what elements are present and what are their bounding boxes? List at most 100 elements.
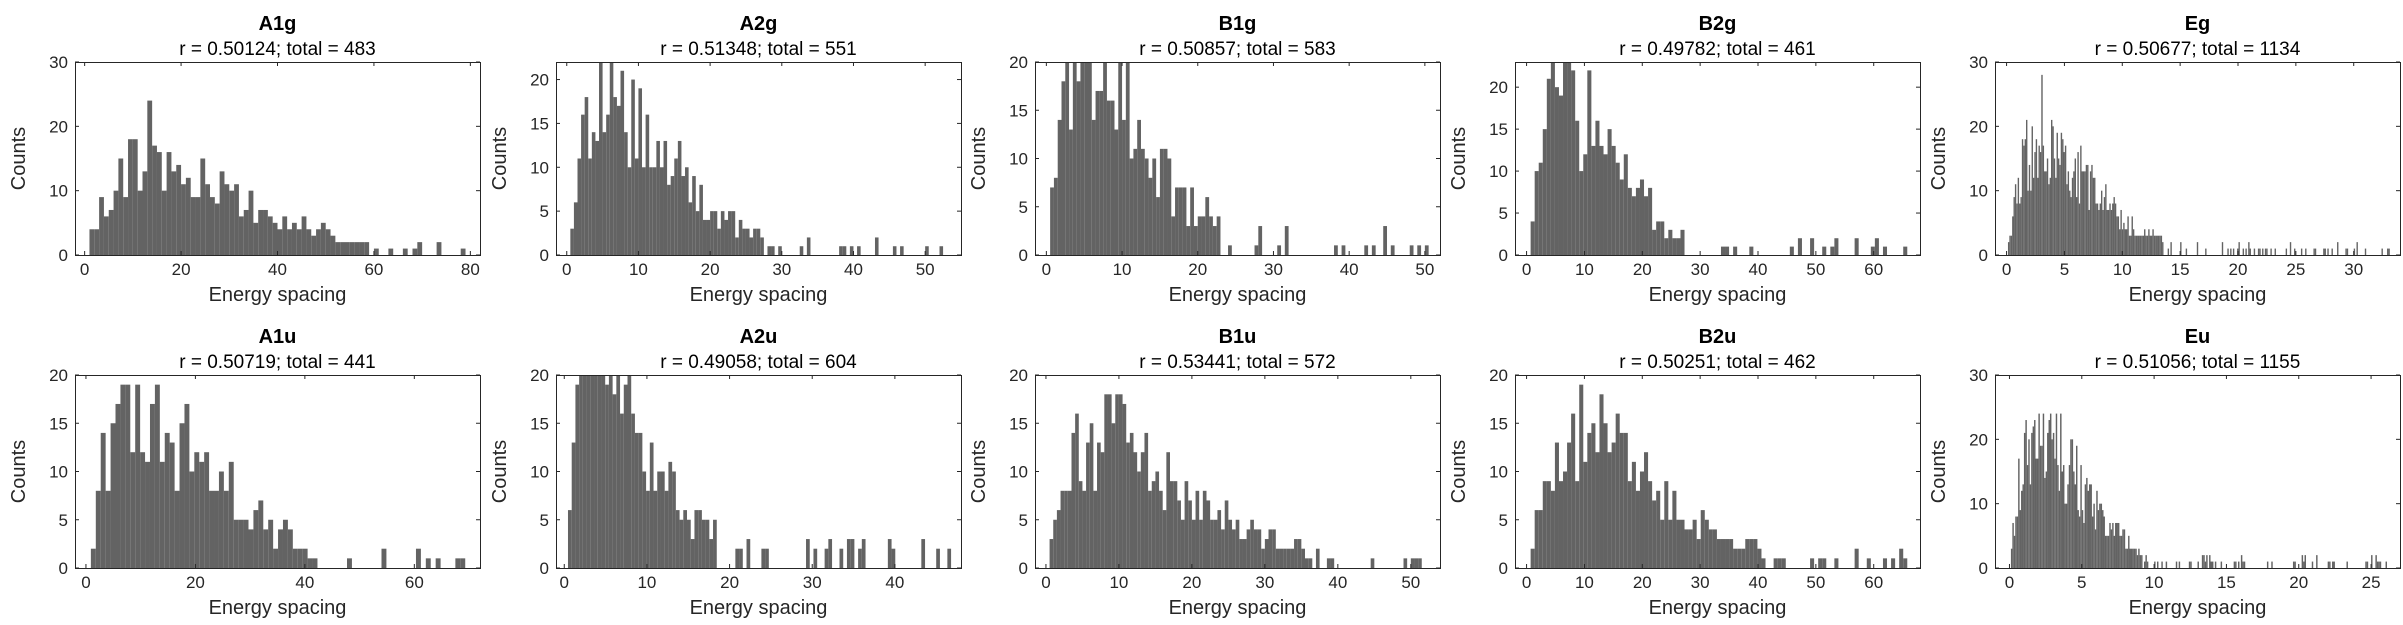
histogram-bar <box>209 490 215 568</box>
histogram-bar <box>2376 561 2379 568</box>
histogram-bar <box>388 248 394 255</box>
histogram-bar <box>277 229 283 255</box>
histogram-bar <box>1129 158 1134 255</box>
histogram-bar <box>1095 90 1100 255</box>
histogram-bar <box>381 548 387 568</box>
histogram-bar <box>200 158 206 255</box>
histogram-bar <box>1664 238 1669 255</box>
x-tick-label: 30 <box>803 573 822 592</box>
histogram-bar <box>1308 558 1313 568</box>
histogram-bar <box>2125 229 2128 255</box>
panel-subtitle: r = 0.50857; total = 583 <box>1139 39 1336 60</box>
histogram-bar <box>2048 420 2050 568</box>
histogram-bar <box>677 140 682 255</box>
histogram-bar <box>2081 510 2084 568</box>
histogram-bar <box>2134 235 2136 255</box>
histogram-bar <box>656 140 660 255</box>
histogram-bar <box>1228 519 1233 568</box>
histogram-bar <box>2122 529 2124 568</box>
histogram-bar <box>2055 177 2057 255</box>
y-tick-label: 5 <box>1019 198 1028 217</box>
x-tick-label: 0 <box>81 573 90 592</box>
histogram-bar <box>2152 229 2154 255</box>
histogram-bar <box>137 190 143 255</box>
histogram-bar <box>767 246 772 255</box>
histogram-bar <box>624 132 628 255</box>
x-tick-label: 10 <box>1113 260 1132 279</box>
x-tick-label: 50 <box>1806 573 1825 592</box>
histogram-bar <box>2120 535 2123 568</box>
histogram-bar <box>667 184 671 255</box>
histogram-bar <box>149 403 155 568</box>
histogram-bar <box>1188 500 1192 568</box>
histogram-bar <box>645 114 650 255</box>
histogram-bar <box>1212 226 1217 255</box>
histogram-bar <box>2104 535 2107 568</box>
histogram-bar <box>1652 229 1657 255</box>
histogram-bar <box>2012 216 2014 255</box>
histogram-bar <box>2345 248 2347 255</box>
histogram-bar <box>2253 248 2256 255</box>
histogram-bar <box>1277 245 1282 255</box>
histogram-bar <box>1057 119 1062 256</box>
histogram-bar <box>2206 555 2208 568</box>
histogram-bar <box>1148 490 1152 568</box>
histogram-bar <box>2049 177 2052 255</box>
histogram-bars <box>1530 62 1908 256</box>
histogram-bar <box>1049 539 1054 568</box>
histogram-bar <box>2235 561 2237 568</box>
histogram-bar <box>1558 95 1564 255</box>
histogram-bar <box>189 471 195 568</box>
panel-title: B1g <box>1219 13 1257 35</box>
y-axis-label: Counts <box>968 127 990 190</box>
histogram-bar <box>1720 539 1726 568</box>
histogram-bar <box>947 548 952 568</box>
histogram-bar <box>1550 490 1555 568</box>
histogram-bars <box>567 375 952 568</box>
histogram-bar <box>2270 248 2272 255</box>
histogram-bar <box>2388 248 2390 255</box>
x-tick-label: 10 <box>629 260 648 279</box>
histogram-bar <box>1118 62 1123 255</box>
histogram-bar <box>891 548 896 568</box>
histogram-bar <box>1810 238 1815 255</box>
histogram-bar <box>2109 522 2111 568</box>
histogram-bar <box>731 211 736 255</box>
histogram-bar <box>1140 452 1145 568</box>
histogram-bar <box>140 452 146 568</box>
histogram-bar <box>1178 187 1183 255</box>
histogram-bar <box>2010 548 2013 568</box>
histogram-bar <box>2337 242 2339 255</box>
histogram-bar <box>1656 221 1661 255</box>
histogram-bar <box>649 442 654 568</box>
histogram-bar <box>1239 539 1243 568</box>
histogram-bar <box>373 248 379 255</box>
x-tick-label: 40 <box>1749 260 1768 279</box>
histogram-bar <box>2045 471 2048 568</box>
y-tick-label: 0 <box>1499 559 1508 578</box>
histogram-bar <box>1660 221 1665 255</box>
histogram-bar <box>1749 246 1754 255</box>
histogram-bar <box>1579 384 1584 568</box>
histogram-bar <box>570 228 574 255</box>
x-tick-label: 30 <box>1255 573 1274 592</box>
histogram-bar <box>634 158 639 255</box>
histogram-bar <box>1156 197 1160 255</box>
histogram-bar <box>857 246 861 255</box>
histogram-bar <box>123 197 129 255</box>
histogram-bar <box>2266 561 2269 568</box>
histogram-bar <box>161 190 167 255</box>
histogram-bar <box>1725 246 1730 255</box>
histogram-bar <box>2128 535 2130 568</box>
histogram-bar <box>2211 561 2214 568</box>
histogram-bar <box>2107 535 2110 568</box>
histogram-panel-a2g: 0 10 20 30 40 50 0 5 10 15 20 A2g r = 0.51348; total… <box>489 13 962 306</box>
y-axis-label: Counts <box>8 440 30 503</box>
histogram-bar <box>2042 413 2045 568</box>
histogram-bar <box>1205 197 1210 255</box>
histogram-bar <box>1550 62 1555 255</box>
histogram-bar <box>2052 126 2054 255</box>
histogram-bar <box>1870 246 1875 255</box>
histogram-bar <box>1069 129 1073 255</box>
histogram-bar <box>1903 558 1908 568</box>
